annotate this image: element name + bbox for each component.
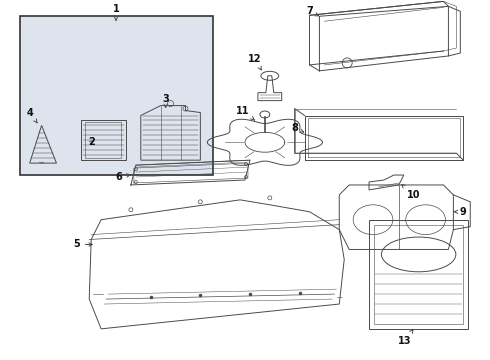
Text: 1: 1 xyxy=(113,4,120,20)
Text: 12: 12 xyxy=(248,54,262,70)
Text: 9: 9 xyxy=(454,207,466,217)
Text: 8: 8 xyxy=(291,123,304,134)
Text: 3: 3 xyxy=(162,94,169,108)
Bar xyxy=(374,225,464,324)
Text: 10: 10 xyxy=(402,185,420,200)
Text: 13: 13 xyxy=(398,330,413,346)
Text: 6: 6 xyxy=(116,172,130,182)
Bar xyxy=(369,220,468,329)
Bar xyxy=(20,16,213,175)
Text: 11: 11 xyxy=(236,105,254,120)
Text: 7: 7 xyxy=(306,6,318,16)
Text: 4: 4 xyxy=(26,108,37,123)
Text: 5: 5 xyxy=(73,239,92,249)
Text: 2: 2 xyxy=(88,137,95,147)
